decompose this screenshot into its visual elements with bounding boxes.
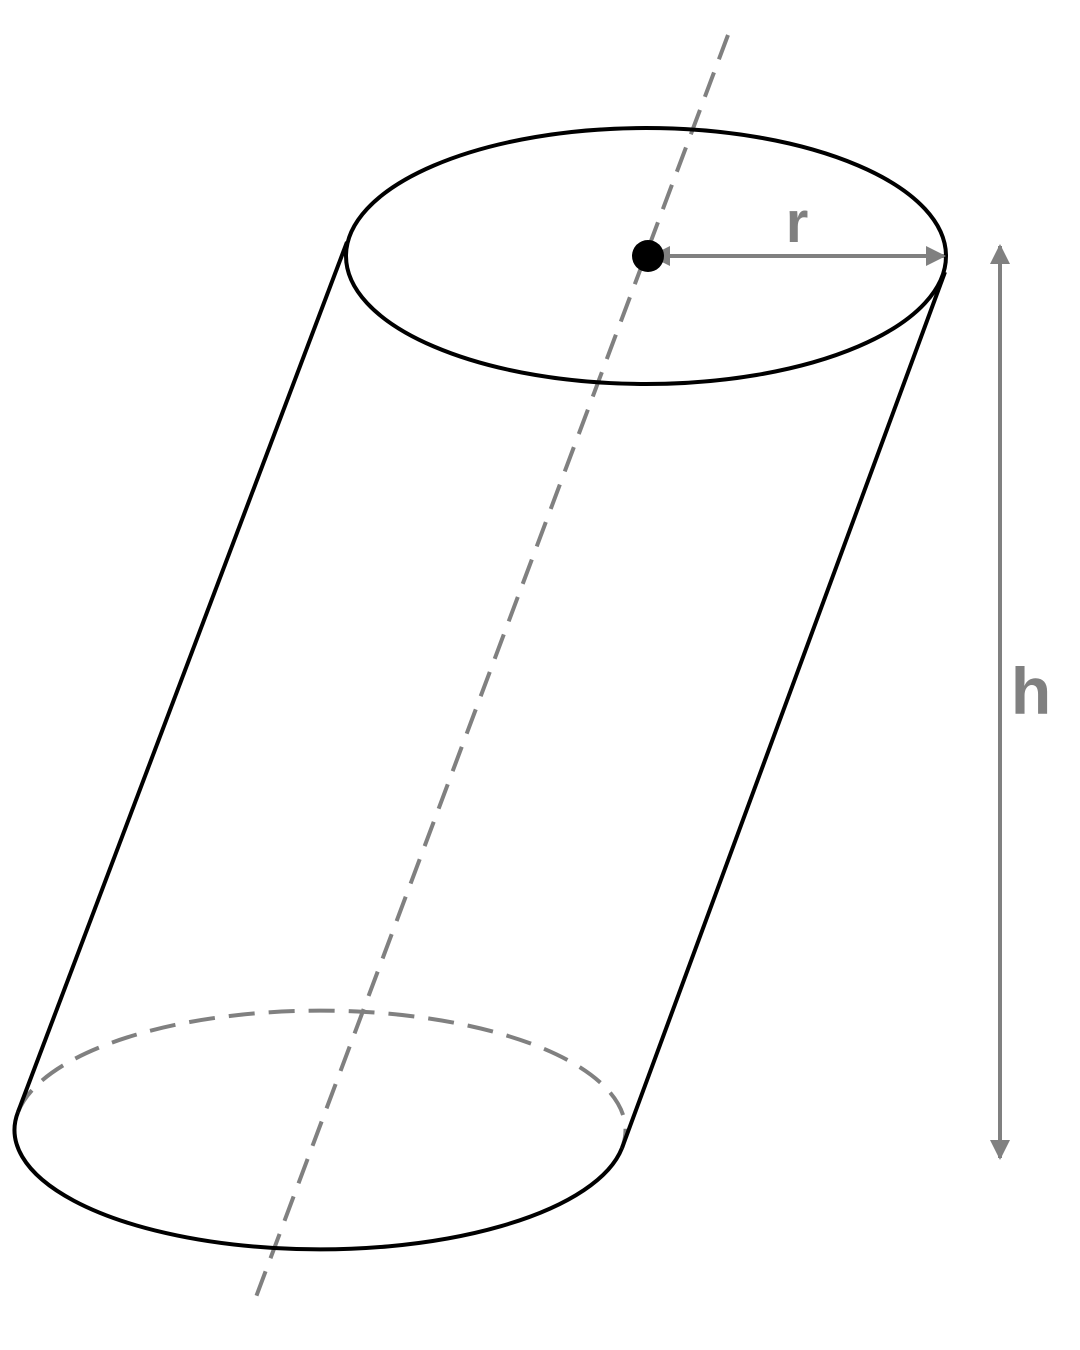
radius-label: r — [786, 190, 809, 255]
height-label: h — [1011, 654, 1051, 728]
right-side-edge — [620, 271, 947, 1149]
cylinder-axis — [251, 34, 730, 1306]
bottom-base-hidden-edge — [16, 1008, 628, 1149]
left-side-edge — [16, 241, 349, 1113]
bottom-base-visible-edge — [12, 1111, 624, 1252]
top-center-point — [632, 240, 664, 272]
top-base — [344, 126, 948, 386]
